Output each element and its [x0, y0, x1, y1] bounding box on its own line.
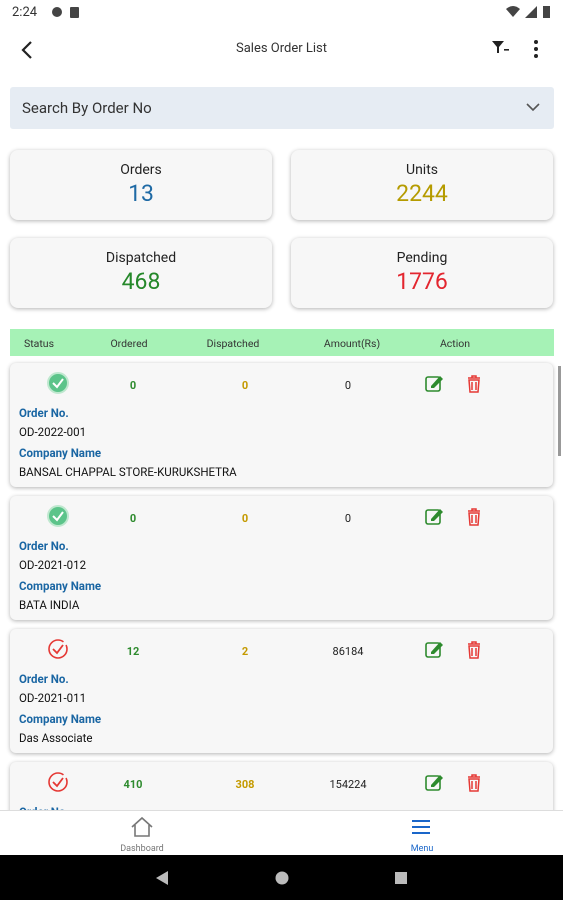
summary-card: Pending 1776: [291, 238, 553, 308]
order-no-label: Order No.: [19, 539, 69, 553]
summary-label: Units: [405, 162, 439, 178]
app-bar: Sales Order List: [0, 24, 563, 76]
nav-menu[interactable]: Menu: [410, 844, 434, 854]
ordered: 0: [129, 379, 137, 392]
home-icon: [131, 816, 153, 837]
ordered: 12: [126, 645, 140, 658]
dispatched: 0: [241, 379, 249, 392]
summary-value: 1776: [396, 268, 448, 295]
ordered: 0: [129, 512, 137, 525]
summary-card: Orders 13: [10, 150, 272, 220]
filter-button[interactable]: [490, 38, 510, 58]
order-card: 410308154224Order No.Company Name: [10, 762, 553, 810]
time: 2:24: [12, 5, 38, 20]
summary-label: Orders: [120, 162, 162, 178]
status-icons: [52, 7, 79, 18]
company: BANSAL CHAPPAL STORE-KURUKSHETRA: [19, 465, 237, 479]
amount: 0: [344, 512, 352, 525]
order-no: OD-2021-012: [19, 558, 87, 572]
order-card: 0 0 0 Order No. OD-2021-012 Company Name BATA …: [10, 496, 553, 620]
amount: 154224: [329, 778, 367, 791]
back-button[interactable]: [18, 40, 38, 60]
order-list: 0 0 0 Order No. OD-2022-001 Company Name BANSA…: [0, 356, 563, 810]
column-header: Amount(Rs): [323, 337, 381, 350]
bottom-nav: Dashboard Menu: [0, 810, 563, 855]
ordered: 410: [123, 778, 143, 791]
company: BATA INDIA: [19, 598, 80, 612]
order-card: 0 0 0 Order No. OD-2022-001 Company Name BANSA…: [10, 363, 553, 487]
scrollbar: [558, 366, 561, 456]
summary-value: 468: [121, 268, 161, 295]
menu-button[interactable]: [528, 38, 544, 60]
search-dropdown[interactable]: Search By Order No: [10, 87, 554, 129]
summary-card: Dispatched 468: [10, 238, 272, 308]
table-header: Status Ordered Dispatched Amount(Rs) Action: [10, 329, 554, 356]
dispatched: 0: [241, 512, 249, 525]
summary-value: 2244: [396, 180, 448, 207]
summary-label: Pending: [396, 250, 448, 266]
column-header: Status: [23, 337, 55, 350]
order-no-label: Order No.: [19, 672, 69, 686]
actions[interactable]: [423, 639, 493, 661]
system-icons: [506, 6, 550, 18]
amount: 0: [344, 379, 352, 392]
actions[interactable]: [423, 772, 493, 794]
summary-label: Dispatched: [105, 250, 177, 266]
actions[interactable]: [423, 373, 493, 395]
column-header: Ordered: [110, 337, 148, 350]
status-icon: [47, 372, 69, 394]
title: Sales Order List: [236, 41, 327, 56]
order-no: OD-2022-001: [19, 425, 87, 439]
order-card: 12 2 86184 Order No. OD-2021-011 Company Name…: [10, 629, 553, 753]
order-no: OD-2021-011: [19, 691, 87, 705]
menu-icon: [412, 820, 430, 834]
dispatched: 308: [235, 778, 255, 791]
status-icon: [48, 639, 68, 659]
company-label: Company Name: [19, 712, 102, 726]
system-buttons: [156, 871, 407, 885]
company-label: Company Name: [19, 446, 102, 460]
status-icon: [47, 505, 69, 527]
dispatched: 2: [241, 645, 249, 658]
column-header: Action: [439, 337, 471, 350]
chevron: [526, 103, 540, 112]
company: Das Associate: [19, 731, 93, 745]
summary-value: 13: [128, 180, 154, 207]
system-nav: [0, 855, 563, 900]
amount: 86184: [332, 645, 364, 658]
column-header: Dispatched: [206, 337, 260, 350]
order-no-label: Order No.: [19, 805, 69, 810]
search-placeholder: Search By Order No: [22, 99, 152, 117]
nav-dashboard[interactable]: Dashboard: [120, 844, 164, 854]
status-icon: [48, 772, 68, 792]
summary-card: Units 2244: [291, 150, 553, 220]
actions[interactable]: [423, 506, 493, 528]
company-label: Company Name: [19, 579, 102, 593]
order-no-label: Order No.: [19, 406, 69, 420]
status-bar: 2:24: [0, 0, 563, 24]
